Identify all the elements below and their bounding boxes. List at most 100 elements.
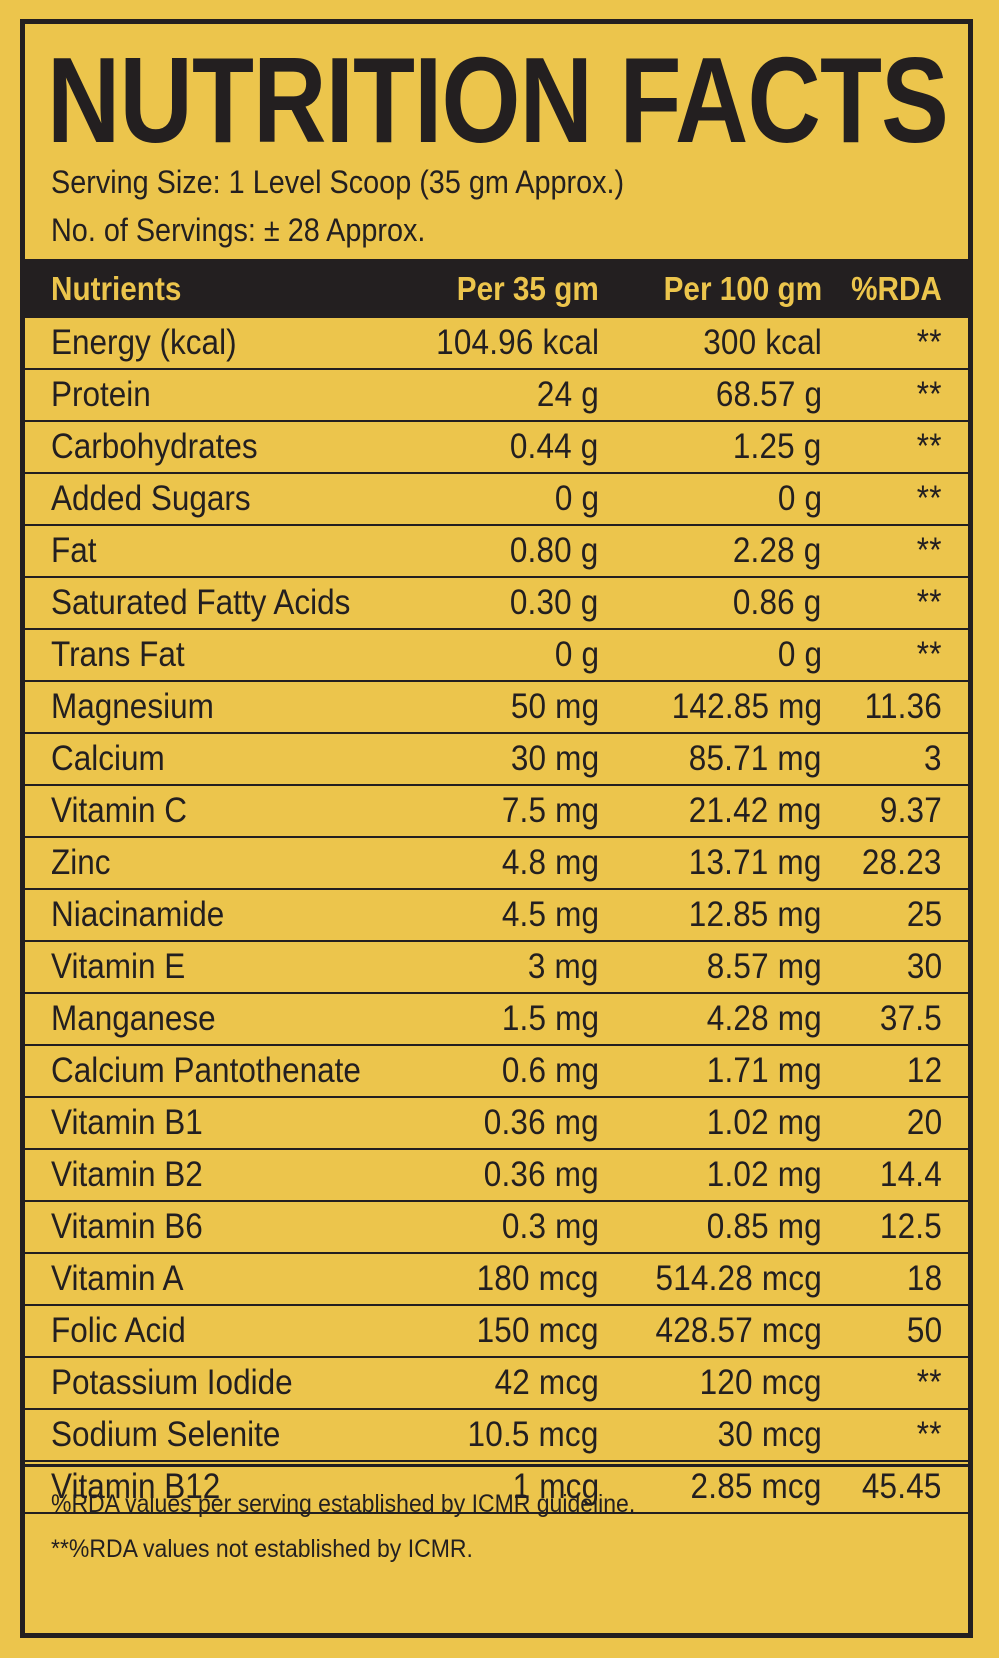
- nutrient-name: Folic Acid: [51, 1311, 186, 1350]
- per-35gm-value: 0.44 g: [510, 427, 599, 466]
- nutrient-name: Protein: [51, 375, 151, 414]
- per-35gm-value: 7.5 mg: [501, 791, 599, 830]
- nutrient-name: Vitamin A: [51, 1259, 184, 1298]
- per-35gm-value: 4.5 mg: [501, 895, 599, 934]
- rda-value: 20: [906, 1103, 942, 1142]
- table-row: Vitamin A 180 mcg 514.28 mcg 18: [25, 1254, 968, 1306]
- per-100gm-value: 4.28 mg: [706, 999, 822, 1038]
- table-row: Protein 24 g 68.57 g **: [25, 370, 968, 422]
- servings-count: No. of Servings: ± 28 Approx.: [51, 212, 426, 248]
- table-row: Sodium Selenite 10.5 mcg 30 mcg **: [25, 1410, 968, 1462]
- nutrient-name: Vitamin C: [51, 791, 187, 830]
- table-row: Vitamin B1 0.36 mg 1.02 mg 20: [25, 1098, 968, 1150]
- table-row: Energy (kcal) 104.96 kcal 300 kcal **: [25, 318, 968, 370]
- rda-value: **: [917, 323, 942, 362]
- per-35gm-value: 1.5 mg: [501, 999, 599, 1038]
- rda-value: 18: [906, 1259, 942, 1298]
- rda-value: **: [917, 479, 942, 518]
- table-row: Vitamin C 7.5 mg 21.42 mg 9.37: [25, 786, 968, 838]
- per-35gm-value: 30 mg: [510, 739, 599, 778]
- per-35gm-value: 150 mcg: [476, 1311, 599, 1350]
- nutrient-name: Niacinamide: [51, 895, 225, 934]
- table-row: Vitamin B2 0.36 mg 1.02 mg 14.4: [25, 1150, 968, 1202]
- table-row: Zinc 4.8 mg 13.71 mg 28.23: [25, 838, 968, 890]
- per-35gm-value: 0.36 mg: [483, 1155, 599, 1194]
- table-row: Added Sugars 0 g 0 g **: [25, 474, 968, 526]
- table-row: Vitamin B6 0.3 mg 0.85 mg 12.5: [25, 1202, 968, 1254]
- nutrient-name: Vitamin B1: [51, 1103, 203, 1142]
- header-per-100gm: Per 100 gm: [663, 269, 822, 307]
- header-per-35gm: Per 35 gm: [457, 269, 599, 307]
- per-100gm-value: 13.71 mg: [689, 843, 822, 882]
- rda-value: 14.4: [879, 1155, 942, 1194]
- footer-divider: [25, 1464, 968, 1467]
- per-100gm-value: 0.86 g: [733, 583, 822, 622]
- rda-value: **: [917, 1415, 942, 1454]
- table-row: Potassium Iodide 42 mcg 120 mcg **: [25, 1358, 968, 1410]
- nutrient-name: Vitamin B12: [51, 1467, 221, 1506]
- rda-value: 28.23: [862, 843, 942, 882]
- table-row: Fat 0.80 g 2.28 g **: [25, 526, 968, 578]
- table-header: Nutrients Per 35 gm Per 100 gm %RDA: [25, 259, 968, 318]
- page-title: NUTRITION FACTS: [47, 32, 949, 168]
- nutrient-name: Vitamin E: [51, 947, 186, 986]
- per-100gm-value: 300 kcal: [703, 323, 822, 362]
- rda-value: 12: [906, 1051, 942, 1090]
- nutrient-name: Calcium: [51, 739, 165, 778]
- per-100gm-value: 0 g: [777, 635, 822, 674]
- per-35gm-value: 0.36 mg: [483, 1103, 599, 1142]
- header-nutrient: Nutrients: [51, 269, 182, 307]
- nutrient-name: Vitamin B6: [51, 1207, 203, 1246]
- per-100gm-value: 1.25 g: [733, 427, 822, 466]
- table-row: Manganese 1.5 mg 4.28 mg 37.5: [25, 994, 968, 1046]
- rda-value: 37.5: [879, 999, 942, 1038]
- rda-value: 12.5: [879, 1207, 942, 1246]
- per-100gm-value: 0.85 mg: [706, 1207, 822, 1246]
- per-100gm-value: 428.57 mcg: [655, 1311, 822, 1350]
- nutrient-name: Sodium Selenite: [51, 1415, 281, 1454]
- rda-value: 30: [906, 947, 942, 986]
- per-100gm-value: 68.57 g: [715, 375, 822, 414]
- per-100gm-value: 8.57 mg: [706, 947, 822, 986]
- per-35gm-value: 50 mg: [510, 687, 599, 726]
- rda-value: **: [917, 375, 942, 414]
- per-35gm-value: 0.6 mg: [501, 1051, 599, 1090]
- per-35gm-value: 180 mcg: [476, 1259, 599, 1298]
- rda-value: **: [917, 1363, 942, 1402]
- per-35gm-value: 10.5 mcg: [467, 1415, 599, 1454]
- rda-value: 45.45: [862, 1467, 942, 1506]
- nutrition-facts-panel: NUTRITION FACTS Serving Size: 1 Level Sc…: [20, 19, 973, 1638]
- table-row: Calcium 30 mg 85.71 mg 3: [25, 734, 968, 786]
- table-row: Vitamin B12 1 mcg 2.85 mcg 45.45: [25, 1462, 968, 1514]
- rda-value: **: [917, 583, 942, 622]
- rda-value: 9.37: [879, 791, 942, 830]
- table-row: Folic Acid 150 mcg 428.57 mcg 50: [25, 1306, 968, 1358]
- per-35gm-value: 0.3 mg: [501, 1207, 599, 1246]
- per-35gm-value: 24 g: [536, 375, 599, 414]
- per-35gm-value: 0.30 g: [510, 583, 599, 622]
- per-100gm-value: 0 g: [777, 479, 822, 518]
- per-35gm-value: 0.80 g: [510, 531, 599, 570]
- nutrient-name: Trans Fat: [51, 635, 185, 674]
- rda-value: 50: [906, 1311, 942, 1350]
- table-row: Niacinamide 4.5 mg 12.85 mg 25: [25, 890, 968, 942]
- table-row: Calcium Pantothenate 0.6 mg 1.71 mg 12: [25, 1046, 968, 1098]
- per-35gm-value: 0 g: [554, 479, 599, 518]
- per-35gm-value: 0 g: [554, 635, 599, 674]
- per-100gm-value: 2.28 g: [733, 531, 822, 570]
- nutrient-name: Zinc: [51, 843, 111, 882]
- table-row: Vitamin E 3 mg 8.57 mg 30: [25, 942, 968, 994]
- per-100gm-value: 514.28 mcg: [655, 1259, 822, 1298]
- nutrient-name: Calcium Pantothenate: [51, 1051, 361, 1090]
- per-35gm-value: 4.8 mg: [501, 843, 599, 882]
- serving-size: Serving Size: 1 Level Scoop (35 gm Appro…: [51, 164, 625, 200]
- header-rda: %RDA: [851, 269, 942, 307]
- footnote-not-established: **%RDA values not established by ICMR.: [51, 1535, 473, 1563]
- rda-value: **: [917, 427, 942, 466]
- nutrient-name: Vitamin B2: [51, 1155, 203, 1194]
- nutrient-table: Energy (kcal) 104.96 kcal 300 kcal ** Protei…: [25, 318, 968, 1514]
- per-100gm-value: 120 mcg: [699, 1363, 822, 1402]
- nutrient-name: Energy (kcal): [51, 323, 237, 362]
- table-row: Trans Fat 0 g 0 g **: [25, 630, 968, 682]
- per-100gm-value: 1.02 mg: [706, 1103, 822, 1142]
